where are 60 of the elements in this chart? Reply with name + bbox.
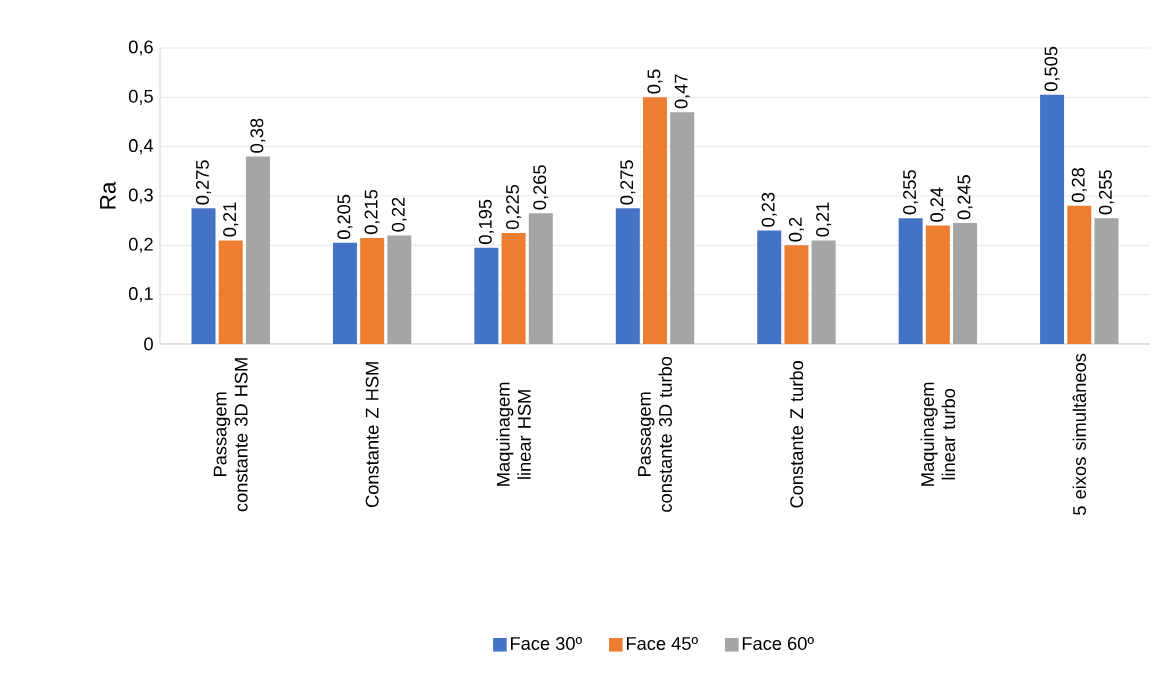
data-label: 0,21 [816,202,832,237]
bar [360,237,385,344]
data-label: 0,2 [788,217,804,242]
legend-label: Face 60º [742,636,814,650]
data-label: 0,505 [1044,46,1060,92]
bar [615,208,640,344]
bar [245,156,270,344]
data-label: 0,195 [478,199,494,244]
data-label: 0,275 [620,160,636,205]
data-label: 0,38 [250,118,266,153]
bar [528,213,553,344]
bar [811,240,836,344]
y-tick-label: 0,2 [128,237,153,253]
bar [1094,218,1119,344]
bar [643,97,667,344]
data-label: 0,255 [1098,170,1115,215]
legend-label: Face 45º [626,636,698,650]
data-label: 0,21 [223,202,239,237]
bar [670,112,695,344]
data-label: 0,22 [391,197,407,232]
bar [191,208,216,344]
data-label: 0,245 [957,175,973,220]
bar [474,247,499,344]
data-label: 0,24 [930,187,946,222]
x-tick-label: Constante Z turbo [789,361,804,508]
bar [1067,205,1092,344]
y-axis-title: Ra [100,181,116,209]
bar [387,235,412,344]
data-label: 0,225 [506,184,522,230]
y-tick-label: 0 [144,337,153,351]
y-tick-label: 0,3 [128,188,153,204]
y-tick-label: 0,5 [128,89,153,105]
data-label: 0,28 [1071,167,1087,203]
bar [784,245,809,344]
bar [501,232,526,344]
bar [898,218,923,344]
y-tick-label: 0,6 [128,40,153,56]
bar [757,230,782,344]
x-tick-label: Passagem constante 3D HSM [213,358,248,512]
x-tick-label: Maquinagem linear turbo [920,382,956,486]
legend-label: Face 30º [511,636,582,650]
y-tick-label: 0,1 [128,287,153,303]
data-label: 0,205 [337,194,353,240]
x-tick-label: Constante Z HSM [365,362,379,508]
y-tick-label: 0,4 [128,139,154,155]
data-label: 0,23 [761,192,777,227]
bar [953,223,978,344]
x-tick-label: Maquinagem linear HSM [496,382,531,486]
bar [332,242,357,344]
data-label: 0,275 [195,160,212,205]
data-label: 0,47 [674,74,690,109]
data-label: 0,265 [533,165,549,210]
data-label: 0,255 [903,170,919,215]
x-tick-label: Passagem constante 3D turbo [638,356,672,512]
bar [1040,94,1065,344]
bar [925,225,950,344]
data-label: 0,215 [364,189,380,235]
data-label: 0,5 [647,69,663,94]
bar [218,240,243,344]
x-tick-label: 5 eixos simultâneos [1072,353,1087,515]
